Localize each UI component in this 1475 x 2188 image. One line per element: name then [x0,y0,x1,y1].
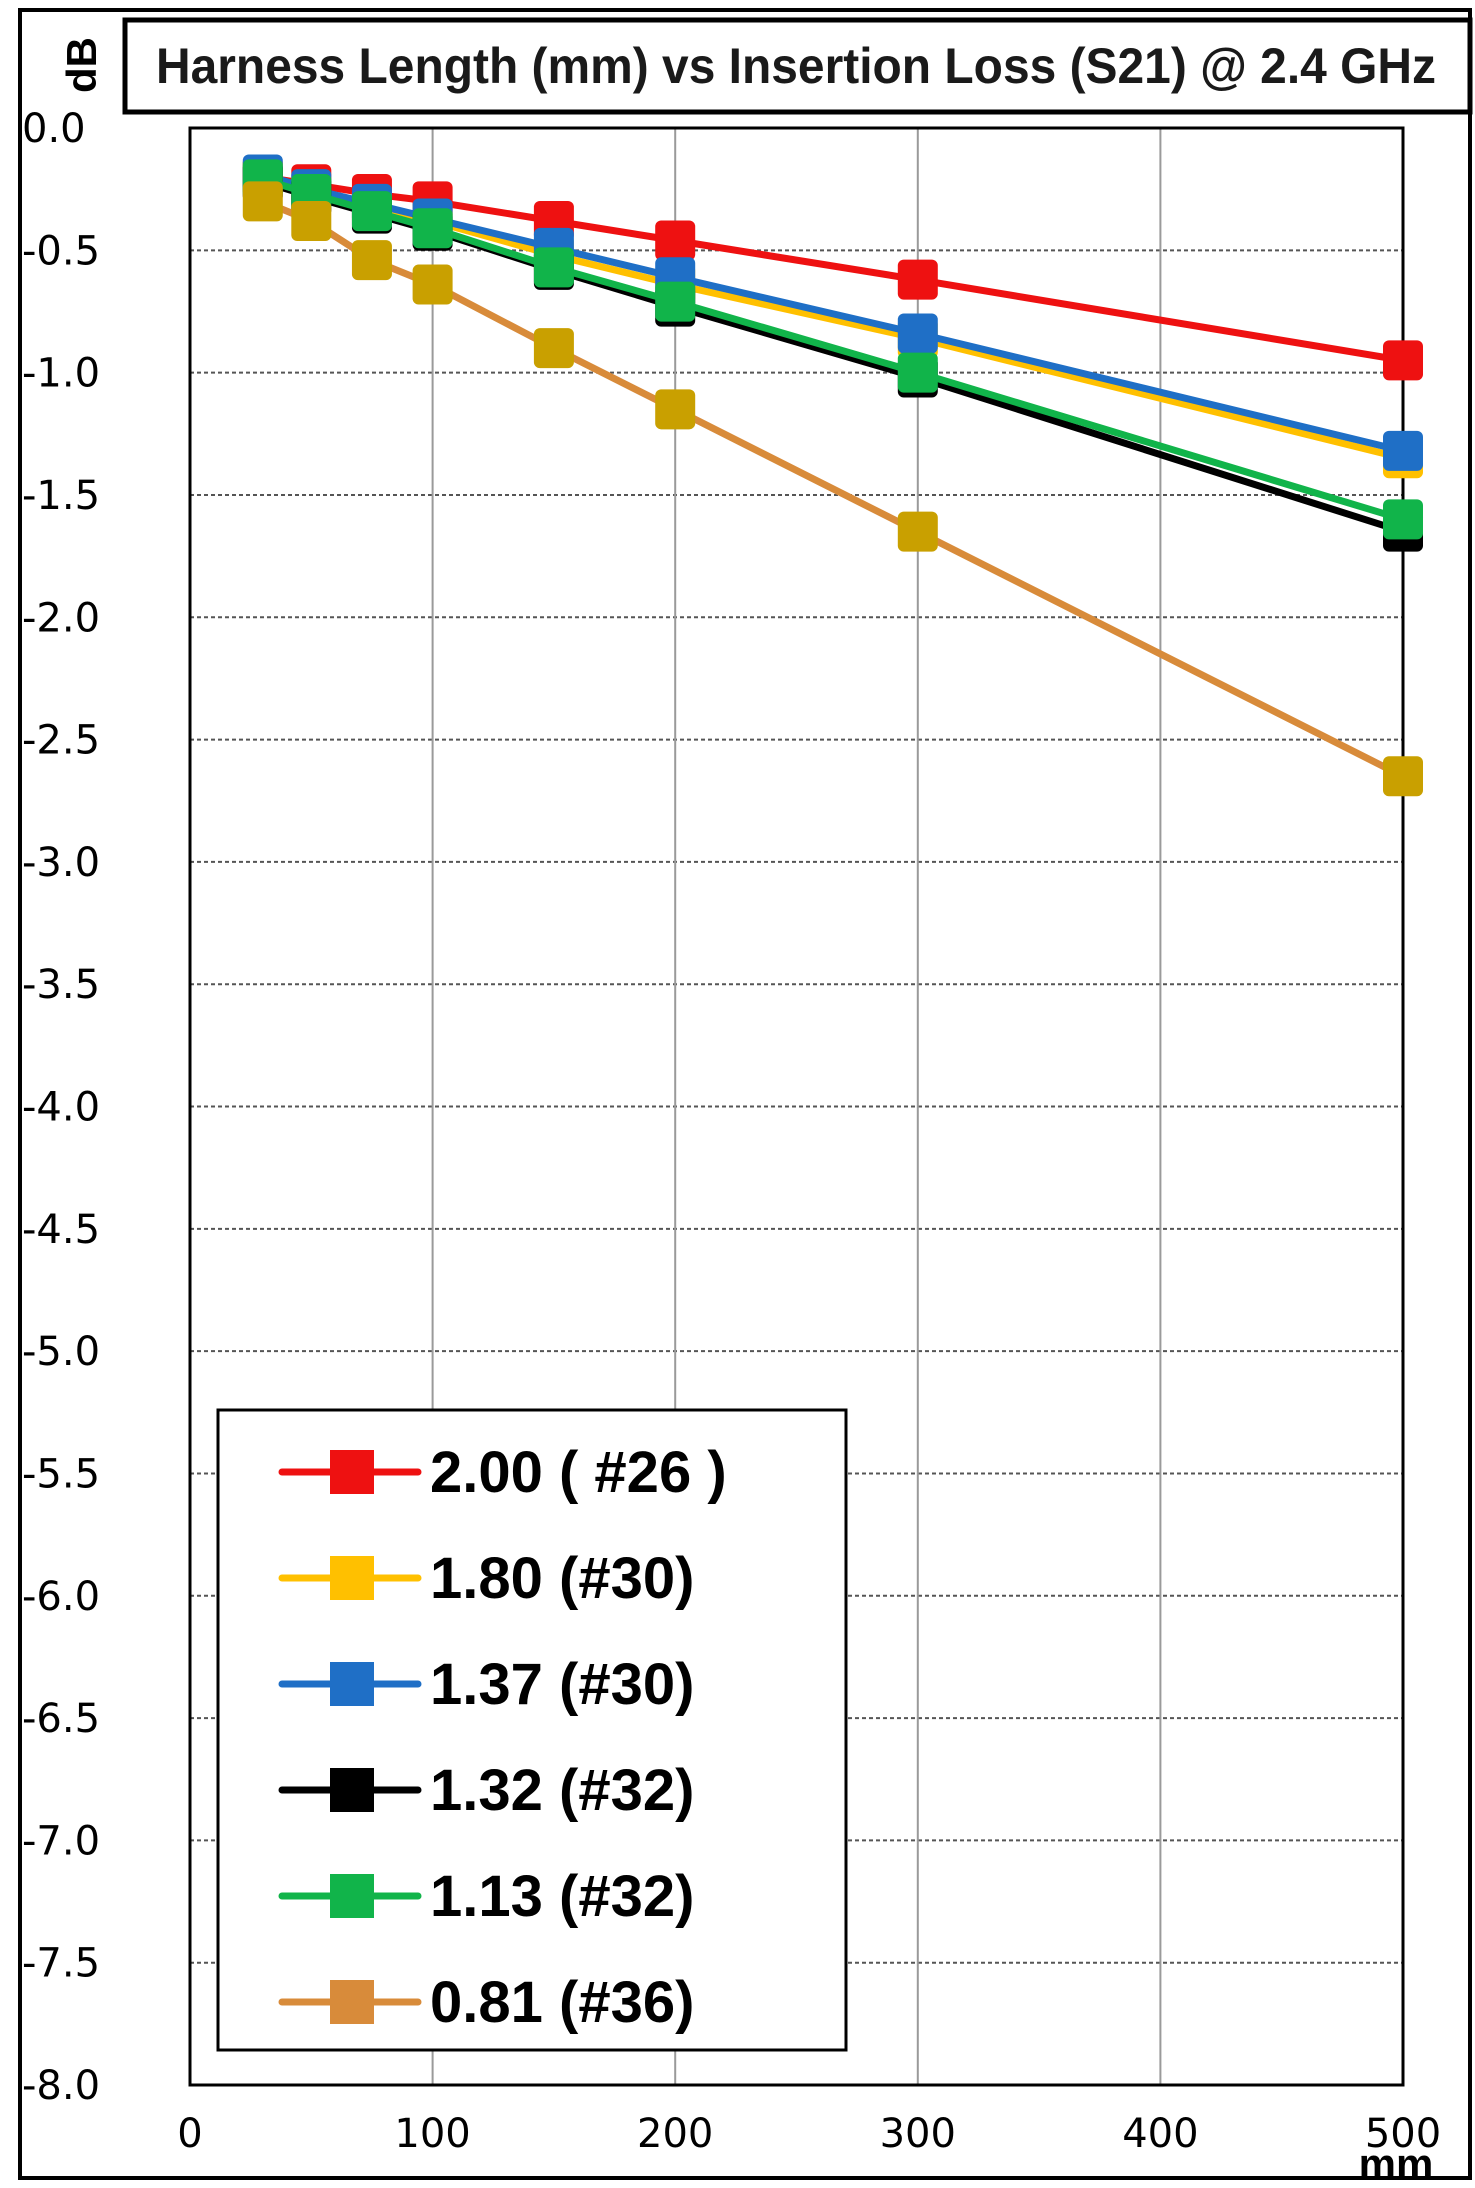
legend-entry: 1.37 (#30) [278,1652,694,1717]
x-tick-label: 0 [177,2111,202,2157]
legend-label: 2.00 ( #26 ) [430,1440,727,1505]
x-tick-label: 100 [394,2111,470,2157]
data-point [897,259,938,300]
data-point [897,511,938,552]
y-axis-label: dB [58,37,105,93]
legend: 2.00 ( #26 ) 1.80 (#30) 1.37 (#30) 1.32 (#3… [278,1440,727,2035]
legend-label: 1.37 (#30) [430,1652,694,1717]
y-tick-label: -5.5 [22,1451,100,1497]
legend-label: 1.80 (#30) [430,1546,694,1611]
legend-entry: 1.80 (#30) [278,1546,694,1611]
y-tick-label: -5.0 [22,1329,100,1375]
data-point [291,200,332,241]
legend-label: 0.81 (#36) [430,1970,694,2035]
legend-marker [330,1556,374,1600]
data-point [1383,756,1423,797]
series-6 [242,181,1423,797]
data-point [655,281,696,322]
x-tick-label: 400 [1122,2111,1198,2157]
data-point [1383,340,1423,381]
tick-labels: 0.0 -0.5 -1.0 -1.5 -2.0 -2.5 -3.0 -3.5 -4.0 -4.5 -… [22,106,1441,2157]
data-point [655,389,696,430]
legend-entry: 0.81 (#36) [278,1970,694,2035]
x-tick-label: 200 [637,2111,713,2157]
legend-marker [330,1874,374,1918]
plot-area-border [188,126,1405,2087]
data-point [412,208,453,249]
data-point [1383,499,1423,540]
x-axis-label: mm [1359,2140,1434,2183]
x-tick-label: 500 [1365,2111,1441,2157]
legend-marker [330,1450,374,1494]
y-tick-label: -8.0 [22,2063,100,2109]
legend-marker [330,1662,374,1706]
data-point [351,240,392,281]
y-tick-label: -4.0 [22,1085,100,1131]
legend-marker [330,1768,374,1812]
chart-title: Harness Length (mm) vs Insertion Loss (S… [156,38,1436,94]
y-tick-label: 0.0 [22,106,86,152]
data-point [1383,430,1423,471]
data-point [351,191,392,232]
y-tick-label: -3.0 [22,840,100,886]
title-box [122,17,1473,115]
data-point [533,328,574,369]
legend-marker [330,1980,374,2024]
legend-entry: 1.13 (#32) [278,1864,694,1929]
y-tick-label: -6.0 [22,1574,100,1620]
y-tick-label: -2.0 [22,595,100,641]
y-tick-label: -1.0 [22,351,100,397]
data-point [897,313,938,354]
data-point [533,247,574,288]
y-tick-label: -6.5 [22,1696,100,1742]
data-point [242,181,283,222]
legend-entry: 1.32 (#32) [278,1758,694,1823]
y-tick-label: -4.5 [22,1207,100,1253]
y-tick-label: -3.5 [22,962,100,1008]
legend-entry: 2.00 ( #26 ) [278,1440,727,1505]
legend-label: 1.32 (#32) [430,1758,694,1823]
y-tick-label: -7.5 [22,1941,100,1987]
data-point [412,264,453,305]
x-tick-label: 300 [880,2111,956,2157]
data-point [897,352,938,393]
y-tick-label: -2.5 [22,718,100,764]
y-tick-label: -7.0 [22,1818,100,1864]
y-tick-label: -0.5 [22,228,100,274]
y-tick-label: -1.5 [22,473,100,519]
legend-label: 1.13 (#32) [430,1864,694,1929]
series-layer [242,154,1423,797]
data-point [655,220,696,261]
legend-box [216,1408,848,2052]
